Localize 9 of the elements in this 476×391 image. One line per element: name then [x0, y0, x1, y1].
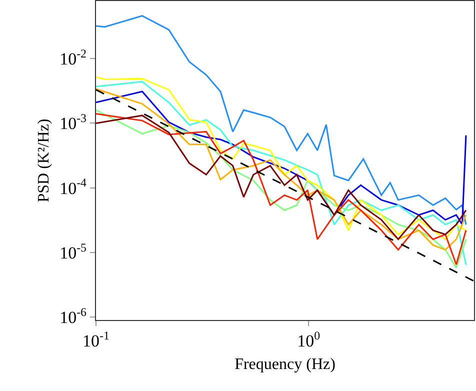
x-tick-label: 10$^{-1}$ [82, 328, 110, 350]
x-tick-label: 10$^{0}$ [297, 328, 320, 350]
y-tick-label: 10$^{-4}$ [60, 176, 87, 198]
y-tick-label: 10$^{-3}$ [60, 111, 87, 134]
y-axis-title: PSD (K²/Hz) [35, 118, 52, 202]
y-tick-label: 10$^{-6}$ [60, 304, 87, 327]
y-tick-label: 10$^{-5}$ [60, 240, 87, 262]
y-tick-label: 10$^{-2}$ [60, 46, 87, 69]
x-axis-title: Frequency (Hz) [234, 356, 336, 374]
